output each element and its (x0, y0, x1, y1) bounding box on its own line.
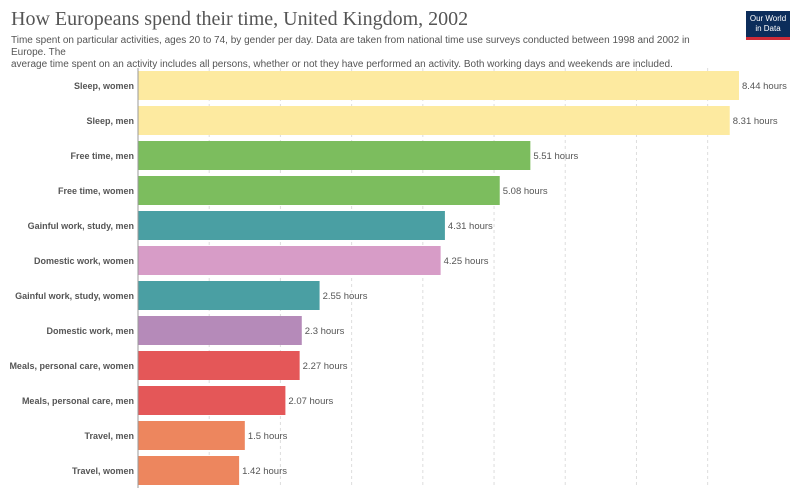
value-label: 5.08 hours (503, 186, 548, 197)
category-label: Travel, men (84, 431, 134, 441)
bar[interactable] (138, 211, 445, 240)
category-label: Free time, men (70, 151, 134, 161)
value-label: 4.31 hours (448, 221, 493, 232)
category-label: Gainful work, study, men (28, 221, 134, 231)
subtitle-line-2: average time spent on an activity includ… (11, 59, 673, 70)
logo-line-1: Our World (749, 14, 787, 23)
bar[interactable] (138, 386, 286, 415)
category-label: Travel, women (72, 466, 134, 476)
bar[interactable] (138, 316, 302, 345)
logo-line-2: in Data (755, 24, 781, 33)
value-label: 1.5 hours (248, 431, 288, 442)
value-label: 1.42 hours (242, 466, 287, 477)
bar[interactable] (138, 106, 730, 135)
bar[interactable] (138, 351, 300, 380)
our-world-in-data-logo[interactable]: Our World in Data (746, 11, 790, 40)
value-label: 8.44 hours (742, 81, 787, 92)
category-label: Meals, personal care, men (22, 396, 134, 406)
category-label: Meals, personal care, women (9, 361, 134, 371)
bar[interactable] (138, 281, 320, 310)
bar[interactable] (138, 141, 531, 170)
chart-subtitle: Time spent on particular activities, age… (11, 35, 711, 71)
category-label: Sleep, women (74, 81, 134, 91)
chart-title: How Europeans spend their time, United K… (11, 8, 469, 30)
value-label: 2.3 hours (305, 326, 345, 337)
bar[interactable] (138, 456, 240, 485)
bar[interactable] (138, 421, 245, 450)
subtitle-line-1: Time spent on particular activities, age… (11, 35, 690, 58)
value-label: 5.51 hours (533, 151, 578, 162)
value-label: 2.27 hours (303, 361, 348, 372)
category-label: Domestic work, women (34, 256, 134, 266)
bar[interactable] (138, 246, 441, 275)
value-label: 2.07 hours (288, 396, 333, 407)
category-label: Sleep, men (86, 116, 134, 126)
category-label: Domestic work, men (46, 326, 134, 336)
value-label: 2.55 hours (323, 291, 368, 302)
category-label: Gainful work, study, women (15, 291, 134, 301)
category-label: Free time, women (58, 186, 134, 196)
bar[interactable] (138, 71, 739, 100)
value-label: 4.25 hours (444, 256, 489, 267)
bar[interactable] (138, 176, 500, 205)
value-label: 8.31 hours (733, 116, 778, 127)
